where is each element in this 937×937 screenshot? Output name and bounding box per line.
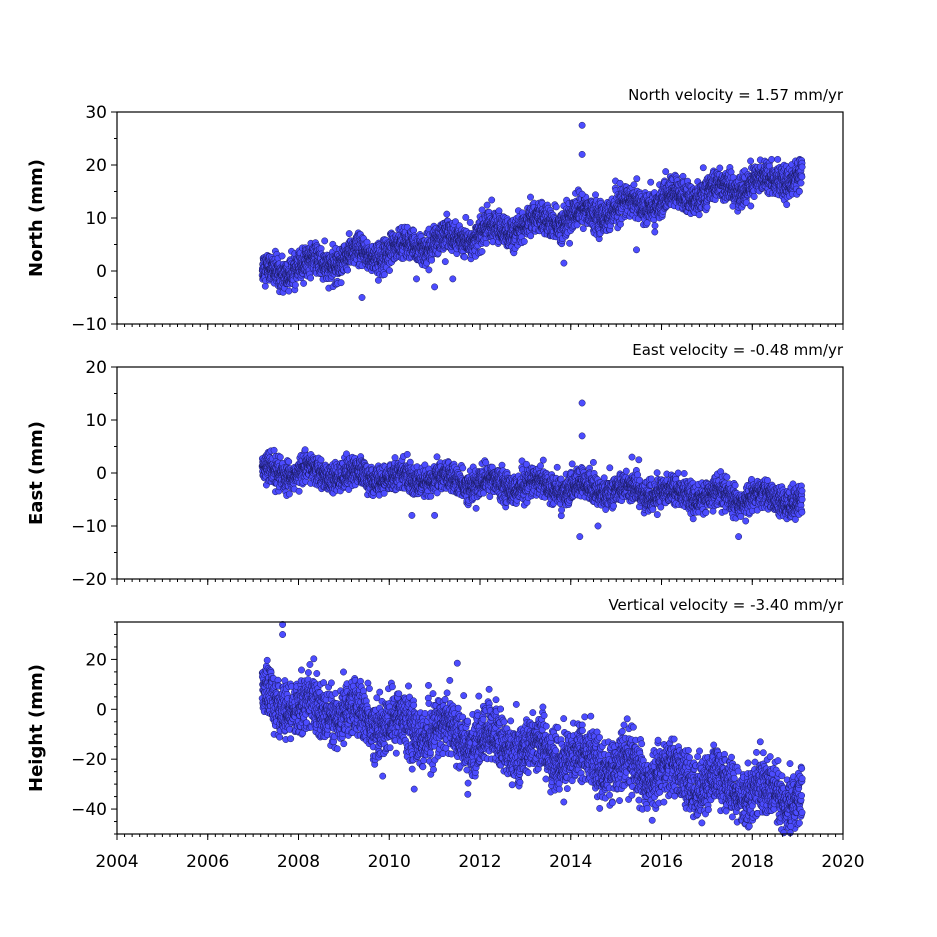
- data-point: [441, 258, 449, 266]
- data-point: [488, 196, 496, 204]
- data-point: [566, 239, 574, 247]
- outlier-point: [578, 190, 586, 198]
- north-panel: −10 0 10 20 30 North velocity = 1.57 mm/yr N…: [26, 86, 844, 335]
- data-point: [425, 266, 433, 274]
- outlier-point: [578, 150, 586, 158]
- data-point: [443, 210, 451, 218]
- data-point: [345, 230, 353, 238]
- data-point: [662, 168, 670, 176]
- y-tick-label: 30: [85, 103, 107, 123]
- y-tick-label: −10: [71, 315, 107, 335]
- data-point: [461, 253, 469, 261]
- outlier-point: [578, 121, 586, 129]
- data-point: [337, 279, 345, 287]
- data-point: [285, 490, 293, 498]
- data-point: [317, 456, 325, 464]
- outlier-point: [449, 275, 457, 283]
- outlier-point: [633, 246, 640, 254]
- north-velocity-label: North velocity = 1.57 mm/yr: [628, 86, 844, 104]
- data-point: [630, 181, 638, 189]
- data-point: [795, 188, 803, 195]
- data-point: [285, 458, 293, 466]
- data-point: [285, 287, 293, 295]
- data-point: [527, 193, 534, 201]
- data-point: [797, 179, 805, 187]
- north-axis-label: North (mm): [26, 159, 47, 277]
- data-point: [520, 238, 528, 245]
- data-point: [295, 487, 303, 495]
- data-point: [552, 203, 560, 211]
- data-point: [716, 164, 724, 172]
- data-point: [651, 222, 659, 230]
- data-point: [768, 155, 776, 163]
- data-point: [483, 201, 491, 209]
- data-point: [482, 239, 490, 247]
- data-point: [750, 193, 758, 201]
- outlier-point: [413, 275, 420, 283]
- y-tick-label: 20: [85, 156, 107, 176]
- data-point: [291, 281, 299, 289]
- data-point: [774, 155, 782, 163]
- data-point: [307, 274, 315, 282]
- y-tick-label: 0: [96, 262, 107, 282]
- data-point: [647, 178, 655, 186]
- data-point: [300, 279, 308, 287]
- data-point: [798, 173, 806, 181]
- data-point: [278, 252, 286, 260]
- data-point: [344, 266, 352, 274]
- data-point: [428, 256, 436, 264]
- data-point: [478, 206, 486, 214]
- data-point: [699, 164, 707, 172]
- data-point: [592, 191, 599, 199]
- data-point: [276, 453, 284, 461]
- data-point: [270, 446, 278, 454]
- data-point: [633, 175, 641, 183]
- data-point: [747, 157, 755, 165]
- north-points: [258, 121, 806, 301]
- data-point: [695, 211, 703, 219]
- data-point: [747, 202, 755, 210]
- data-point: [466, 219, 474, 226]
- data-point: [798, 163, 806, 171]
- data-point: [301, 446, 309, 454]
- outlier-point: [431, 283, 439, 291]
- outlier-point: [560, 259, 568, 267]
- data-point: [462, 213, 470, 221]
- data-point: [386, 267, 393, 274]
- data-point: [363, 238, 371, 246]
- outlier-point: [358, 294, 366, 301]
- data-point: [703, 203, 711, 211]
- data-point: [651, 228, 659, 236]
- data-point: [321, 237, 329, 245]
- y-tick-label: 10: [85, 209, 107, 229]
- data-point: [478, 248, 486, 255]
- data-point: [783, 201, 791, 209]
- data-point: [374, 276, 382, 284]
